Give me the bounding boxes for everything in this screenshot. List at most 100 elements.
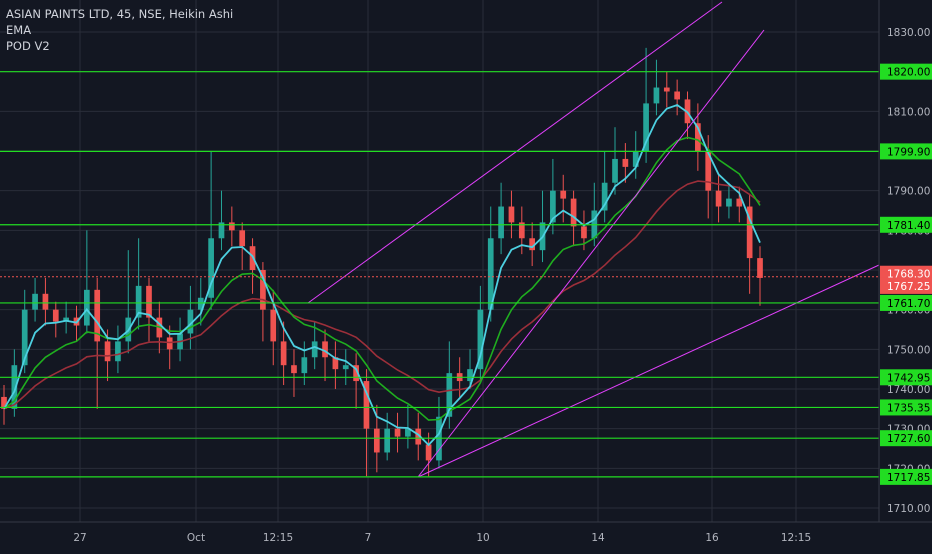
candle-body[interactable]	[52, 309, 59, 322]
candle-body[interactable]	[622, 158, 629, 167]
candle-body[interactable]	[115, 341, 121, 362]
candle-body[interactable]	[146, 285, 152, 318]
level-badge-label: 1742.95	[887, 372, 930, 384]
candle-body[interactable]	[508, 206, 515, 223]
y-tick-label: 1710.00	[887, 503, 930, 515]
level-badge-label: 1820.00	[887, 67, 930, 79]
candle-body[interactable]	[581, 226, 587, 239]
candle-body[interactable]	[94, 289, 101, 342]
level-badge	[880, 369, 932, 386]
candle-body[interactable]	[529, 238, 536, 251]
candle-body[interactable]	[104, 341, 111, 362]
candle-body[interactable]	[42, 293, 49, 310]
y-tick-label: 1830.00	[887, 27, 930, 39]
candle-body[interactable]	[632, 151, 639, 167]
candle-body[interactable]	[373, 428, 380, 453]
candle-body[interactable]	[384, 428, 391, 453]
level-badge	[880, 430, 932, 447]
candle-body[interactable]	[425, 444, 432, 461]
candle-body[interactable]	[415, 428, 422, 445]
channel-upper-line[interactable]	[307, 1, 723, 304]
candle-body[interactable]	[322, 341, 328, 358]
candle-body[interactable]	[518, 222, 525, 239]
candle-body[interactable]	[363, 381, 370, 429]
candle-body[interactable]	[270, 309, 277, 342]
candle-body[interactable]	[166, 337, 173, 350]
candle-body[interactable]	[84, 289, 90, 326]
candle-body[interactable]	[301, 357, 308, 374]
level-badge	[880, 294, 932, 311]
candle-body[interactable]	[498, 206, 504, 239]
ema-slow-line	[3, 180, 761, 410]
channel-mid-line[interactable]	[417, 29, 765, 478]
candle-body[interactable]	[187, 309, 194, 334]
candle-body[interactable]	[643, 103, 649, 151]
candle-body[interactable]	[757, 258, 763, 278]
candle-body[interactable]	[746, 206, 753, 259]
candle-body[interactable]	[208, 238, 214, 298]
candle-body[interactable]	[726, 198, 732, 207]
candle-body[interactable]	[570, 198, 577, 227]
candle-body[interactable]	[280, 341, 287, 366]
level-badge-label: 1781.40	[887, 220, 930, 232]
y-tick-label: 1750.00	[887, 344, 930, 356]
channel-lower-line[interactable]	[417, 264, 880, 478]
x-tick-label: 12:15	[263, 532, 293, 544]
candle-body[interactable]	[332, 357, 339, 370]
candle-body[interactable]	[353, 365, 359, 382]
candle-body[interactable]	[695, 123, 701, 151]
level-badge-label: 1727.60	[887, 433, 930, 445]
candle-body[interactable]	[197, 297, 204, 310]
candle-body[interactable]	[1, 396, 7, 409]
price-badge	[880, 265, 932, 282]
level-badge	[880, 63, 932, 80]
candle-body[interactable]	[32, 293, 38, 310]
level-badge	[880, 468, 932, 485]
candle-body[interactable]	[311, 341, 318, 358]
candle-body[interactable]	[736, 198, 743, 207]
candle-body[interactable]	[550, 190, 556, 223]
legend-pod-v2[interactable]: POD V2	[6, 39, 50, 53]
candle-body[interactable]	[342, 365, 349, 370]
candle-body[interactable]	[405, 428, 411, 437]
candle-body[interactable]	[663, 87, 670, 92]
x-tick-label: 27	[73, 532, 86, 544]
ema-fast-line	[3, 103, 761, 447]
candle-body[interactable]	[63, 317, 69, 322]
level-badge-label: 1761.70	[887, 298, 930, 310]
candle-body[interactable]	[601, 182, 608, 211]
candle-body[interactable]	[715, 190, 722, 207]
x-tick-label: Oct	[187, 532, 205, 544]
candle-body[interactable]	[487, 238, 494, 310]
legend: ASIAN PAINTS LTD, 45, NSE, Heikin Ashi E…	[6, 6, 233, 54]
level-badge	[880, 143, 932, 160]
x-tick-label: 16	[705, 532, 719, 544]
candle-body[interactable]	[394, 428, 401, 437]
candle-body[interactable]	[218, 222, 225, 239]
x-tick-label: 14	[591, 532, 605, 544]
candle-body[interactable]	[674, 91, 680, 100]
candle-body[interactable]	[291, 365, 297, 374]
candle-body[interactable]	[228, 222, 235, 231]
candle-body[interactable]	[135, 285, 142, 318]
candle-body[interactable]	[705, 151, 712, 191]
candle-body[interactable]	[239, 230, 246, 247]
level-badge-label: 1717.85	[887, 472, 930, 484]
candle-body[interactable]	[260, 270, 266, 310]
candle-body[interactable]	[612, 158, 618, 183]
price-badge-label: 1768.30	[887, 269, 930, 281]
candle-body[interactable]	[21, 309, 28, 366]
legend-symbol[interactable]: ASIAN PAINTS LTD, 45, NSE, Heikin Ashi	[6, 7, 234, 21]
y-tick-label: 1740.00	[887, 384, 930, 396]
candle-body[interactable]	[11, 365, 18, 409]
candle-body[interactable]	[477, 309, 484, 370]
candle-body[interactable]	[653, 87, 660, 104]
legend-ema[interactable]: EMA	[6, 23, 32, 37]
level-badge-label: 1735.35	[887, 402, 930, 414]
x-tick-label: 12:15	[781, 532, 811, 544]
candle-body[interactable]	[446, 373, 453, 417]
candle-body[interactable]	[467, 369, 473, 382]
candle-body[interactable]	[560, 190, 567, 199]
